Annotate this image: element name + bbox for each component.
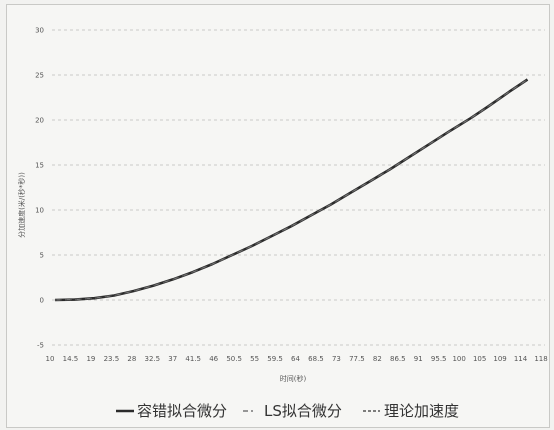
x-tick-label: 28 xyxy=(127,355,136,363)
x-tick-label: 118 xyxy=(534,355,547,363)
x-tick-label: 73 xyxy=(332,355,341,363)
x-tick-labels: 10 14.5 19 23.5 28 32.5 37 41.5 46 50.5 55 59.5 64 68… xyxy=(46,355,548,363)
y-tick-label: 20 xyxy=(35,117,44,125)
x-tick-label: 82 xyxy=(373,355,382,363)
y-tick-label: 30 xyxy=(35,27,44,35)
x-tick-label: 10 xyxy=(46,355,55,363)
grid-lines xyxy=(52,29,545,346)
x-tick-label: 19 xyxy=(86,355,95,363)
legend: 容错拟合微分 LS拟合微分 理论加速度 xyxy=(116,402,459,420)
y-tick-label: 5 xyxy=(40,252,44,260)
y-tick-labels: -5 0 5 10 15 20 25 30 xyxy=(35,27,44,350)
x-tick-label: 114 xyxy=(514,355,528,363)
legend-item-3: 理论加速度 xyxy=(384,402,459,420)
x-tick-label: 41.5 xyxy=(185,355,201,363)
legend-item-2: LS拟合微分 xyxy=(264,402,342,420)
x-tick-label: 77.5 xyxy=(349,355,365,363)
series-lines xyxy=(54,78,529,302)
y-tick-label: 0 xyxy=(40,297,44,305)
x-tick-label: 100 xyxy=(452,355,465,363)
x-axis-label: 时间(秒) xyxy=(280,374,307,383)
y-tick-label: 15 xyxy=(35,162,44,170)
x-tick-label: 55 xyxy=(250,355,259,363)
x-tick-label: 23.5 xyxy=(104,355,120,363)
x-tick-label: 86.5 xyxy=(390,355,406,363)
y-axis-label: 分加速度(米/(秒*秒)) xyxy=(17,172,26,238)
x-tick-label: 50.5 xyxy=(226,355,242,363)
series-line-2 xyxy=(54,79,528,301)
series-line-1 xyxy=(54,78,529,302)
series-line-3 xyxy=(54,79,528,301)
y-tick-label: 10 xyxy=(35,207,44,215)
x-tick-label: 68.5 xyxy=(308,355,324,363)
x-tick-label: 105 xyxy=(473,355,486,363)
x-tick-label: 46 xyxy=(209,355,218,363)
x-tick-label: 59.5 xyxy=(267,355,283,363)
x-tick-label: 64 xyxy=(291,355,300,363)
legend-item-1: 容错拟合微分 xyxy=(137,402,227,420)
x-tick-label: 14.5 xyxy=(63,355,79,363)
x-tick-label: 37 xyxy=(168,355,177,363)
x-tick-label: 95.5 xyxy=(431,355,447,363)
x-tick-label: 109 xyxy=(493,355,506,363)
x-tick-label: 91 xyxy=(414,355,423,363)
y-tick-label: -5 xyxy=(37,342,44,350)
y-tick-label: 25 xyxy=(35,72,44,80)
x-tick-label: 32.5 xyxy=(144,355,160,363)
